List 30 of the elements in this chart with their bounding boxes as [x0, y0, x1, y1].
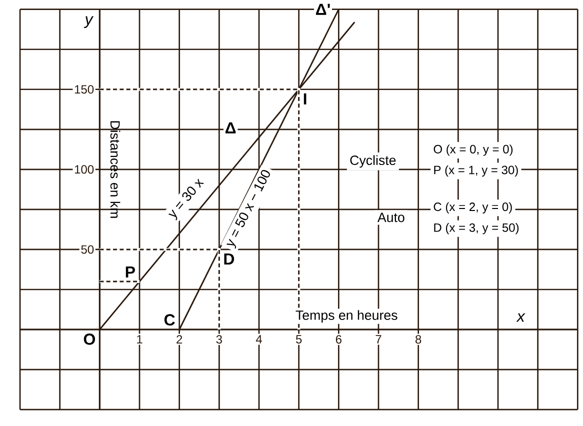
annotation: O (x = 0, y = 0)	[434, 144, 513, 156]
x-axis-title: Temps en heures	[296, 310, 398, 323]
x-tick-label: 7	[376, 335, 382, 344]
x-tick-label: 2	[176, 335, 182, 344]
x-tick-label: 3	[216, 335, 222, 344]
annotation: y = 50 x − 100	[226, 170, 270, 249]
annotation: P	[126, 266, 135, 278]
y-tick-label: 150	[74, 85, 94, 94]
x-tick-label: 1	[137, 335, 142, 344]
annotation: x	[516, 314, 526, 322]
annotation: C (x = 2, y = 0)	[434, 202, 512, 214]
x-tick-label: 8	[416, 335, 422, 344]
annotation: D	[224, 254, 234, 265]
annotation: Auto	[377, 213, 404, 222]
annotation: y	[84, 16, 94, 28]
annotation: D (x = 3, y = 50)	[434, 223, 519, 234]
annotation: I	[304, 94, 306, 105]
annotation: y = 30 x	[168, 178, 204, 221]
annotation: O	[84, 334, 96, 346]
y-tick-label: 100	[74, 165, 94, 174]
x-tick-label: 4	[256, 335, 262, 344]
y-tick-label: 50	[81, 245, 94, 254]
x-tick-label: 6	[336, 335, 342, 344]
annotation: Δ'	[316, 4, 330, 16]
x-tick-label: 5	[296, 335, 302, 344]
annotation: Cycliste	[350, 155, 396, 168]
annotation: Δ	[225, 122, 236, 134]
annotation: C	[164, 314, 175, 326]
annotation: P (x = 1, y = 30)	[434, 166, 518, 177]
y-axis-title: Distances en km	[110, 121, 120, 218]
